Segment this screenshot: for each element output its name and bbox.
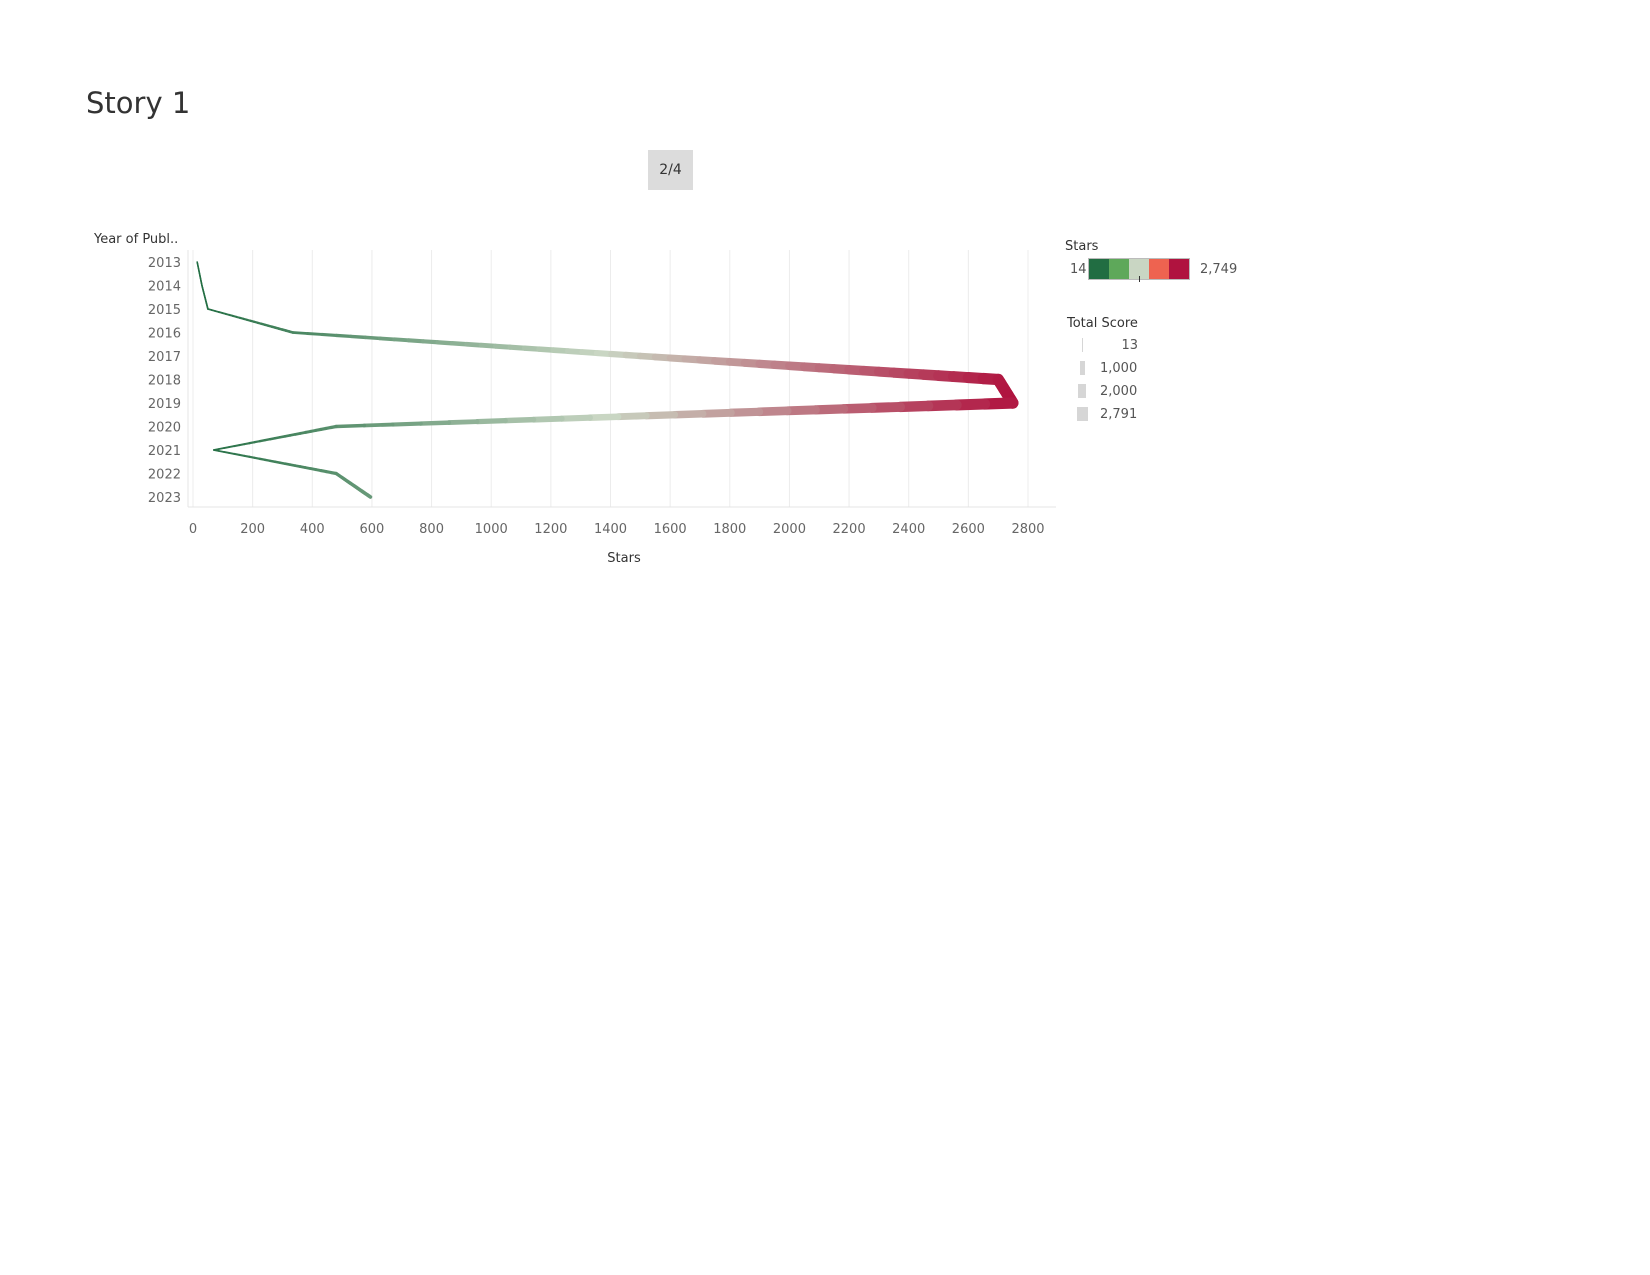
size-legend-label: 2,000 [1100,384,1138,399]
line-segment[interactable] [754,406,792,417]
x-axis-title: Stars [607,551,641,566]
x-tick-label: 1800 [713,522,746,537]
line-segment[interactable] [334,423,367,429]
line-segment[interactable] [810,404,849,415]
x-tick-label: 2800 [1011,522,1044,537]
color-legend-marker [1139,276,1140,282]
line-segment[interactable] [320,332,338,337]
line-segment[interactable] [530,415,565,423]
story-title: Story 1 [86,86,191,120]
line-segment[interactable] [363,335,382,341]
line-segment[interactable] [435,340,455,346]
y-tick-label: 2014 [148,280,181,295]
line-segment[interactable] [614,412,650,421]
line-segment[interactable] [698,408,735,418]
color-swatch [1109,259,1129,279]
y-tick-label: 2022 [148,468,181,483]
size-swatch [1079,361,1085,375]
y-tick-label: 2021 [148,444,181,459]
line-segment[interactable] [418,420,452,426]
x-tick-label: 2400 [892,522,925,537]
size-legend-label: 2,791 [1100,407,1138,422]
line-segment[interactable] [406,338,426,344]
x-tick-label: 2200 [833,522,866,537]
x-tick-label: 200 [240,522,265,537]
x-tick-label: 1000 [475,522,508,537]
line-segment[interactable] [334,333,353,339]
line-segment[interactable] [421,339,440,345]
color-legend-min: 14 [1070,262,1087,277]
y-axis-title: Year of Publ.. [94,232,179,247]
line-segment[interactable] [392,337,411,343]
line-segment[interactable] [291,331,309,335]
x-tick-label: 600 [360,522,385,537]
line-segment[interactable] [390,421,423,427]
x-tick-label: 1600 [654,522,687,537]
y-tick-label: 2023 [148,491,181,506]
size-swatch [1078,384,1086,398]
line-segment[interactable] [446,419,480,425]
line-segment[interactable] [362,422,395,428]
y-tick-label: 2017 [148,350,181,365]
y-tick-label: 2013 [148,256,181,271]
story-page-indicator[interactable]: 2/4 [648,150,693,190]
line-segment[interactable] [305,332,324,336]
size-legend-title: Total Score [1067,316,1138,331]
line-segment[interactable] [502,416,537,424]
color-swatch [1169,259,1189,279]
x-tick-label: 800 [419,522,444,537]
color-legend-max: 2,749 [1200,262,1238,277]
color-swatch [1089,259,1109,279]
y-tick-label: 2015 [148,303,181,318]
line-segment[interactable] [474,418,508,425]
color-legend-title: Stars [1065,239,1099,254]
y-tick-label: 2016 [148,327,181,342]
line-segment[interactable] [349,334,367,340]
line-segment[interactable] [838,403,877,414]
size-swatch [1076,407,1088,421]
line-segment[interactable] [367,494,373,499]
x-tick-label: 400 [300,522,325,537]
x-tick-label: 1400 [594,522,627,537]
color-swatch [1129,259,1149,279]
y-tick-label: 2018 [148,374,181,389]
size-legend-label: 13 [1121,338,1138,353]
y-tick-label: 2019 [148,397,181,412]
stars-by-year-chart: 0 200 400 600 800 1000 1200 1400 1600 1800 2000 220… [148,250,1056,566]
size-legend-label: 1,000 [1100,361,1138,376]
line-segment[interactable] [642,411,679,420]
line-segment[interactable] [377,336,397,342]
x-tick-label: 2600 [952,522,985,537]
color-swatch [1149,259,1169,279]
size-swatch [1081,338,1083,352]
line-segment[interactable] [558,414,593,422]
x-axis-ticks: 0 200 400 600 800 1000 1200 1400 1600 1800 2000 220… [189,522,1045,537]
line-segment[interactable] [586,413,622,421]
line-segment[interactable] [782,405,820,416]
series-line [196,261,1019,499]
line-segment[interactable] [726,407,764,417]
y-axis-ticks: 2013 2014 2015 2016 2017 2018 2019 2020 2021 2022… [148,256,181,506]
x-tick-label: 2000 [773,522,806,537]
line-segment[interactable] [670,409,707,419]
line-segment[interactable] [449,341,469,347]
y-tick-label: 2020 [148,421,181,436]
x-tick-label: 0 [189,522,197,537]
x-tick-label: 1200 [534,522,567,537]
color-legend-ramp [1088,258,1190,280]
